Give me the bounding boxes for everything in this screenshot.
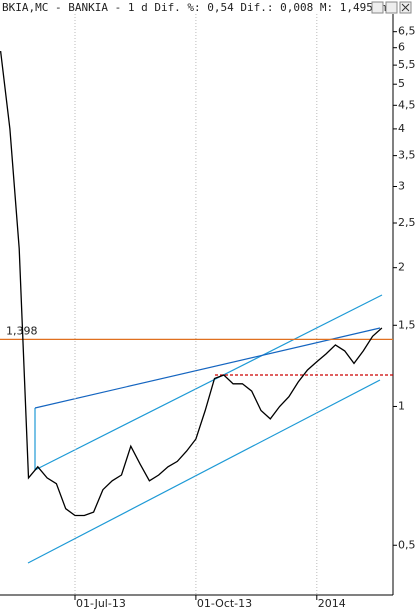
minimize-button[interactable]: [371, 1, 384, 14]
y-tick-label: 1,5: [398, 318, 416, 331]
close-icon: [401, 3, 410, 12]
y-tick-label: 5: [398, 77, 405, 90]
chart-title: BKIA,MC - BANKIA - 1 d Dif. %: 0,54 Dif.…: [2, 1, 413, 14]
y-tick-label: 2: [398, 261, 405, 274]
trend-lines: [27, 294, 383, 564]
price-line: [0, 51, 383, 517]
y-tick-label: 4,5: [398, 98, 416, 111]
level-label: 1,398: [6, 324, 38, 337]
x-tick-label: 01-Jul-13: [76, 597, 126, 610]
y-tick-label: 2,5: [398, 216, 416, 229]
x-tick-label: 2014: [318, 597, 346, 610]
y-tick-label: 1: [398, 399, 405, 412]
y-tick-label: 4: [398, 122, 405, 135]
trend-line: [34, 327, 381, 409]
y-tick-label: 6,5: [398, 25, 416, 38]
window-buttons[interactable]: [371, 1, 412, 14]
x-tick-label: 01-Oct-13: [197, 597, 252, 610]
trend-line: [27, 379, 381, 564]
trend-line: [34, 294, 383, 471]
y-tick-label: 6: [398, 41, 405, 54]
y-tick-label: 5,5: [398, 58, 416, 71]
y-tick-label: 0,5: [398, 538, 416, 551]
y-tick-label: 3,5: [398, 149, 416, 162]
maximize-button[interactable]: [385, 1, 398, 14]
y-tick-label: 3: [398, 179, 405, 192]
